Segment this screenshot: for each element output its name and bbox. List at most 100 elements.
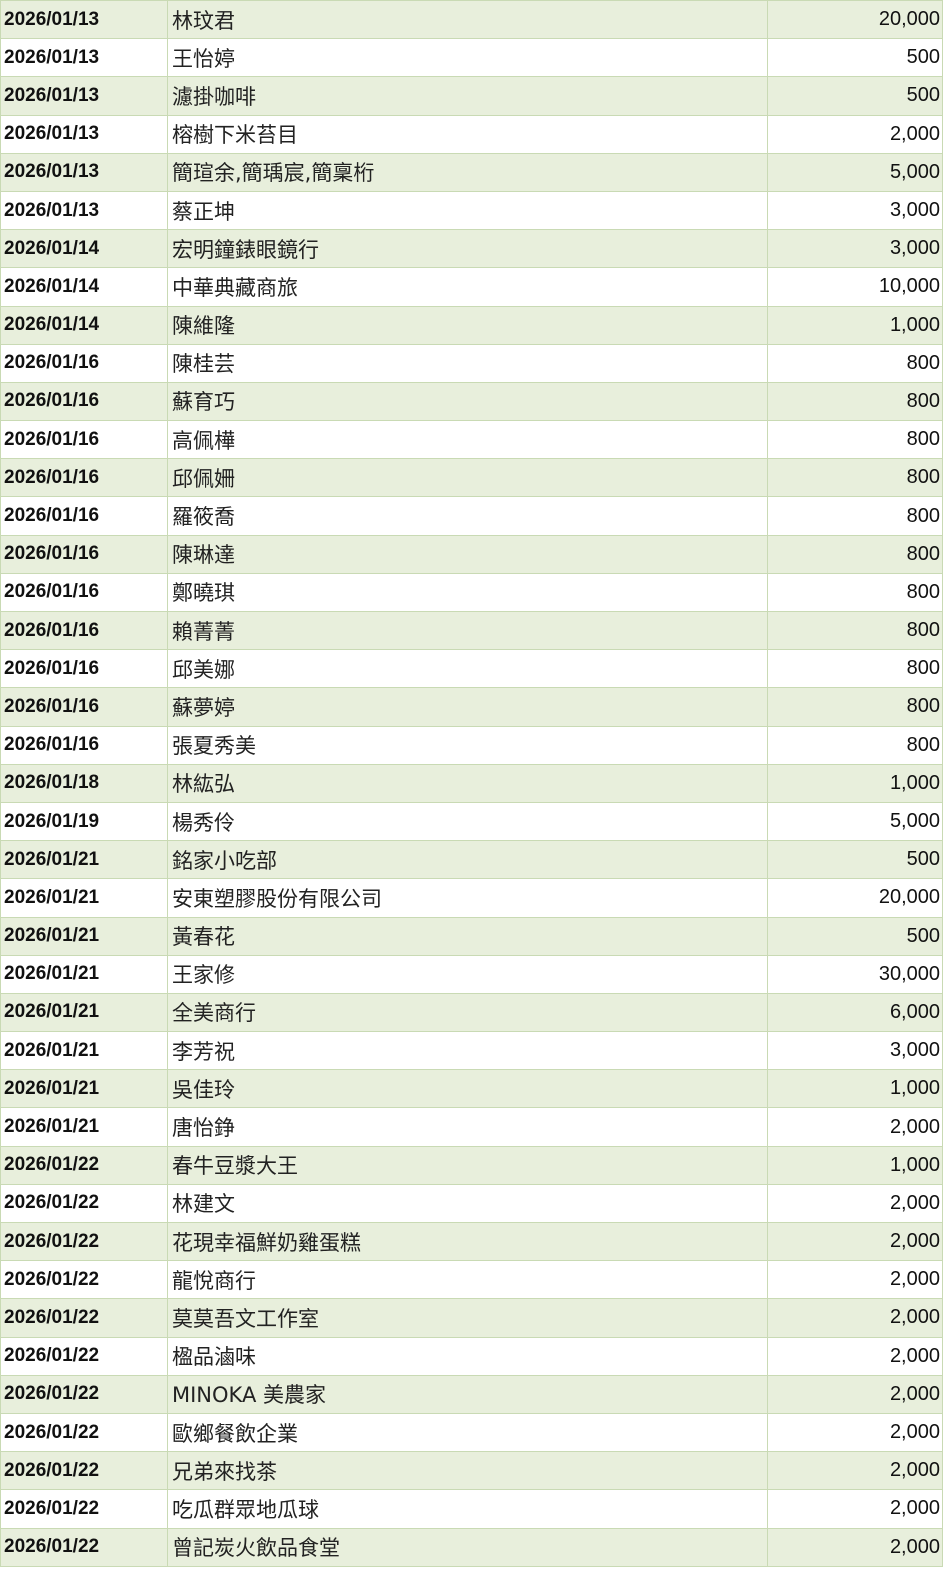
date-cell: 2026/01/21	[0, 1031, 168, 1071]
amount-cell: 5,000	[767, 801, 943, 842]
table-row: 2026/01/16 邱美娜 800	[0, 649, 943, 689]
date-cell: 2026/01/21	[0, 916, 168, 956]
name-cell: 兄弟來找茶	[167, 1451, 768, 1491]
name-cell: 歐鄉餐飲企業	[167, 1412, 768, 1453]
date-cell: 2026/01/21	[0, 1069, 168, 1109]
table-row: 2026/01/13 林玟君 20,000	[0, 0, 943, 40]
name-cell: 春牛豆漿大王	[167, 1145, 768, 1185]
name-cell: 蘇夢婷	[167, 687, 768, 727]
date-cell: 2026/01/13	[0, 0, 168, 40]
date-cell: 2026/01/18	[0, 763, 168, 803]
date-cell: 2026/01/13	[0, 152, 168, 192]
name-cell: 邱美娜	[167, 649, 768, 689]
name-cell: 鄭曉琪	[167, 572, 768, 613]
table-row: 2026/01/13 榕樹下米苔目 2,000	[0, 114, 943, 154]
table-row: 2026/01/22 歐鄉餐飲企業 2,000	[0, 1412, 943, 1453]
table-row: 2026/01/21 黃春花 500	[0, 916, 943, 956]
table-row: 2026/01/21 安東塑膠股份有限公司 20,000	[0, 878, 943, 918]
date-cell: 2026/01/21	[0, 878, 168, 918]
amount-cell: 2,000	[767, 1221, 943, 1262]
amount-cell: 5,000	[767, 152, 943, 192]
date-cell: 2026/01/22	[0, 1298, 168, 1338]
table-row: 2026/01/22 林建文 2,000	[0, 1183, 943, 1224]
table-row: 2026/01/14 中華典藏商旅 10,000	[0, 267, 943, 307]
name-cell: 簡瑄余,簡瑀宸,簡稟桁	[167, 152, 768, 192]
date-cell: 2026/01/22	[0, 1527, 168, 1567]
date-cell: 2026/01/16	[0, 649, 168, 689]
name-cell: 王怡婷	[167, 38, 768, 78]
name-cell: 中華典藏商旅	[167, 267, 768, 307]
date-cell: 2026/01/19	[0, 801, 168, 842]
name-cell: 蘇育巧	[167, 381, 768, 422]
amount-cell: 2,000	[767, 1412, 943, 1453]
amount-cell: 800	[767, 458, 943, 498]
table-row: 2026/01/16 邱佩姍 800	[0, 458, 943, 498]
date-cell: 2026/01/22	[0, 1183, 168, 1224]
table-row: 2026/01/22 楹品滷味 2,000	[0, 1336, 943, 1376]
name-cell: 林建文	[167, 1183, 768, 1224]
name-cell: 全美商行	[167, 992, 768, 1033]
amount-cell: 3,000	[767, 190, 943, 231]
name-cell: 王家修	[167, 954, 768, 994]
table-row: 2026/01/16 高佩樺 800	[0, 420, 943, 460]
date-cell: 2026/01/14	[0, 267, 168, 307]
table-row: 2026/01/22 春牛豆漿大王 1,000	[0, 1145, 943, 1185]
table-row: 2026/01/21 銘家小吃部 500	[0, 840, 943, 880]
amount-cell: 20,000	[767, 0, 943, 40]
name-cell: 宏明鐘錶眼鏡行	[167, 229, 768, 269]
amount-cell: 1,000	[767, 305, 943, 345]
name-cell: 吃瓜群眾地瓜球	[167, 1489, 768, 1529]
name-cell: 唐怡錚	[167, 1107, 768, 1147]
name-cell: 陳桂芸	[167, 343, 768, 383]
amount-cell: 2,000	[767, 1451, 943, 1491]
table-row: 2026/01/22 吃瓜群眾地瓜球 2,000	[0, 1489, 943, 1529]
date-cell: 2026/01/16	[0, 534, 168, 574]
name-cell: 邱佩姍	[167, 458, 768, 498]
name-cell: 林紘弘	[167, 763, 768, 803]
name-cell: 龍悅商行	[167, 1260, 768, 1300]
amount-cell: 2,000	[767, 1527, 943, 1567]
name-cell: 花現幸福鮮奶雞蛋糕	[167, 1221, 768, 1262]
name-cell: 安東塑膠股份有限公司	[167, 878, 768, 918]
amount-cell: 2,000	[767, 1374, 943, 1414]
name-cell: 莫莫吾文工作室	[167, 1298, 768, 1338]
date-cell: 2026/01/22	[0, 1374, 168, 1414]
table-row: 2026/01/16 陳琳達 800	[0, 534, 943, 574]
date-cell: 2026/01/13	[0, 38, 168, 78]
name-cell: 濾掛咖啡	[167, 76, 768, 116]
date-cell: 2026/01/16	[0, 458, 168, 498]
name-cell: 張夏秀美	[167, 725, 768, 765]
amount-cell: 2,000	[767, 1298, 943, 1338]
date-cell: 2026/01/22	[0, 1260, 168, 1300]
table-row: 2026/01/16 鄭曉琪 800	[0, 572, 943, 613]
amount-cell: 800	[767, 649, 943, 689]
amount-cell: 1,000	[767, 1069, 943, 1109]
name-cell: 陳琳達	[167, 534, 768, 574]
table-row: 2026/01/22 花現幸福鮮奶雞蛋糕 2,000	[0, 1221, 943, 1262]
table-row: 2026/01/16 賴菁菁 800	[0, 610, 943, 651]
table-row: 2026/01/13 蔡正坤 3,000	[0, 190, 943, 231]
amount-cell: 30,000	[767, 954, 943, 994]
name-cell: 楊秀伶	[167, 801, 768, 842]
amount-cell: 800	[767, 610, 943, 651]
amount-cell: 800	[767, 534, 943, 574]
name-cell: 高佩樺	[167, 420, 768, 460]
table-row: 2026/01/13 濾掛咖啡 500	[0, 76, 943, 116]
amount-cell: 20,000	[767, 878, 943, 918]
table-row: 2026/01/16 蘇夢婷 800	[0, 687, 943, 727]
table-row: 2026/01/22 曾記炭火飲品食堂 2,000	[0, 1527, 943, 1567]
name-cell: 榕樹下米苔目	[167, 114, 768, 154]
date-cell: 2026/01/22	[0, 1145, 168, 1185]
table-row: 2026/01/21 唐怡錚 2,000	[0, 1107, 943, 1147]
date-cell: 2026/01/16	[0, 687, 168, 727]
date-cell: 2026/01/13	[0, 114, 168, 154]
date-cell: 2026/01/22	[0, 1412, 168, 1453]
amount-cell: 800	[767, 420, 943, 460]
date-cell: 2026/01/16	[0, 572, 168, 613]
amount-cell: 500	[767, 840, 943, 880]
table-row: 2026/01/21 吳佳玲 1,000	[0, 1069, 943, 1109]
table-row: 2026/01/22 MINOKA 美農家 2,000	[0, 1374, 943, 1414]
date-cell: 2026/01/14	[0, 305, 168, 345]
name-cell: 銘家小吃部	[167, 840, 768, 880]
